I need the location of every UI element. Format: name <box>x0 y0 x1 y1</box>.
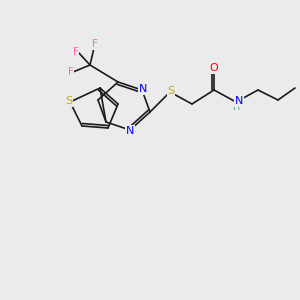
Text: N: N <box>126 126 134 136</box>
Text: F: F <box>73 47 79 57</box>
Text: F: F <box>92 39 98 49</box>
Text: O: O <box>210 63 218 73</box>
Text: F: F <box>68 67 74 77</box>
Text: N: N <box>235 96 243 106</box>
Text: H: H <box>233 102 241 112</box>
Text: S: S <box>65 96 73 106</box>
Text: N: N <box>139 84 147 94</box>
Text: S: S <box>167 86 175 96</box>
